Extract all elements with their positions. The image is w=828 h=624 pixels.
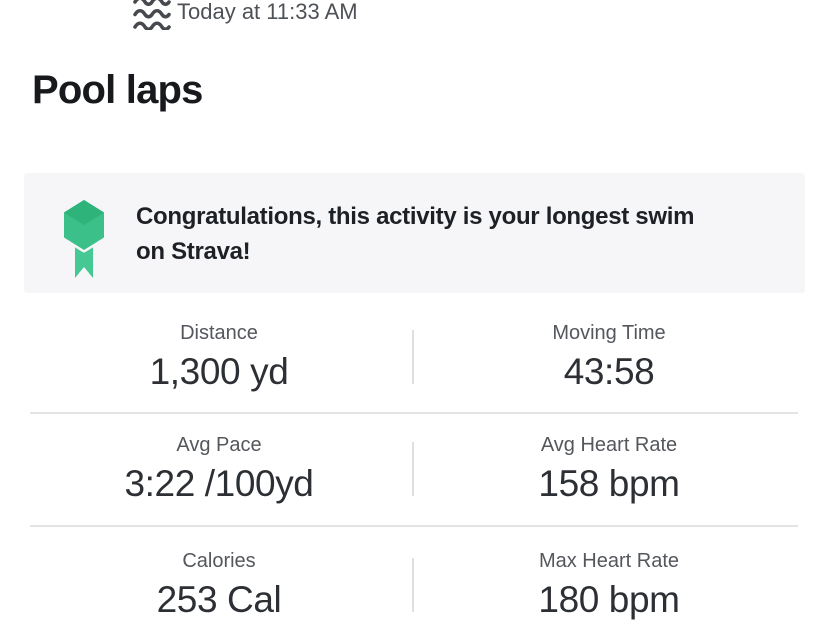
achievement-message: Congratulations, this activity is your l… — [136, 199, 786, 269]
medal-badge-icon — [60, 197, 108, 284]
stat-label: Avg Heart Rate — [540, 434, 678, 456]
vertical-divider — [412, 442, 414, 496]
horizontal-divider — [30, 412, 798, 414]
vertical-divider — [412, 558, 414, 612]
stat-value: 1,300 yd — [149, 351, 289, 392]
horizontal-divider — [30, 525, 798, 527]
vertical-divider — [412, 330, 414, 384]
stat-calories: Calories 253 Cal — [12, 550, 426, 620]
stat-value: 158 bpm — [538, 463, 680, 504]
stat-moving-time: Moving Time 43:58 — [402, 322, 816, 392]
stat-label: Avg Pace — [176, 434, 262, 456]
stat-value: 253 Cal — [156, 579, 282, 620]
activity-timestamp: Today at 11:33 AM — [177, 0, 358, 24]
stat-label: Max Heart Rate — [538, 550, 680, 572]
stat-distance: Distance 1,300 yd — [12, 322, 426, 392]
page-title: Pool laps — [32, 68, 203, 112]
stat-value: 180 bpm — [538, 579, 680, 620]
avatar[interactable] — [32, 0, 112, 30]
achievement-message-line2: on Strava! — [136, 238, 251, 265]
stat-label: Moving Time — [552, 322, 666, 344]
stat-label: Distance — [180, 322, 258, 344]
stats-row-distance-time: Distance 1,300 yd Moving Time 43:58 — [0, 322, 828, 402]
stat-avg-pace: Avg Pace 3:22 /100yd — [12, 434, 426, 504]
stat-max-heart-rate: Max Heart Rate 180 bpm — [402, 550, 816, 620]
stats-row-pace-hr: Avg Pace 3:22 /100yd Avg Heart Rate 158 … — [0, 434, 828, 514]
swim-waves-icon — [133, 0, 173, 32]
stat-avg-heart-rate: Avg Heart Rate 158 bpm — [402, 434, 816, 504]
stats-row-calories-maxhr: Calories 253 Cal Max Heart Rate 180 bpm — [0, 550, 828, 624]
stat-label: Calories — [182, 550, 256, 572]
achievement-message-line1: Congratulations, this activity is your l… — [136, 203, 695, 230]
stat-value: 43:58 — [563, 351, 655, 392]
stat-value: 3:22 /100yd — [124, 463, 314, 504]
achievement-banner: Congratulations, this activity is your l… — [24, 173, 805, 293]
